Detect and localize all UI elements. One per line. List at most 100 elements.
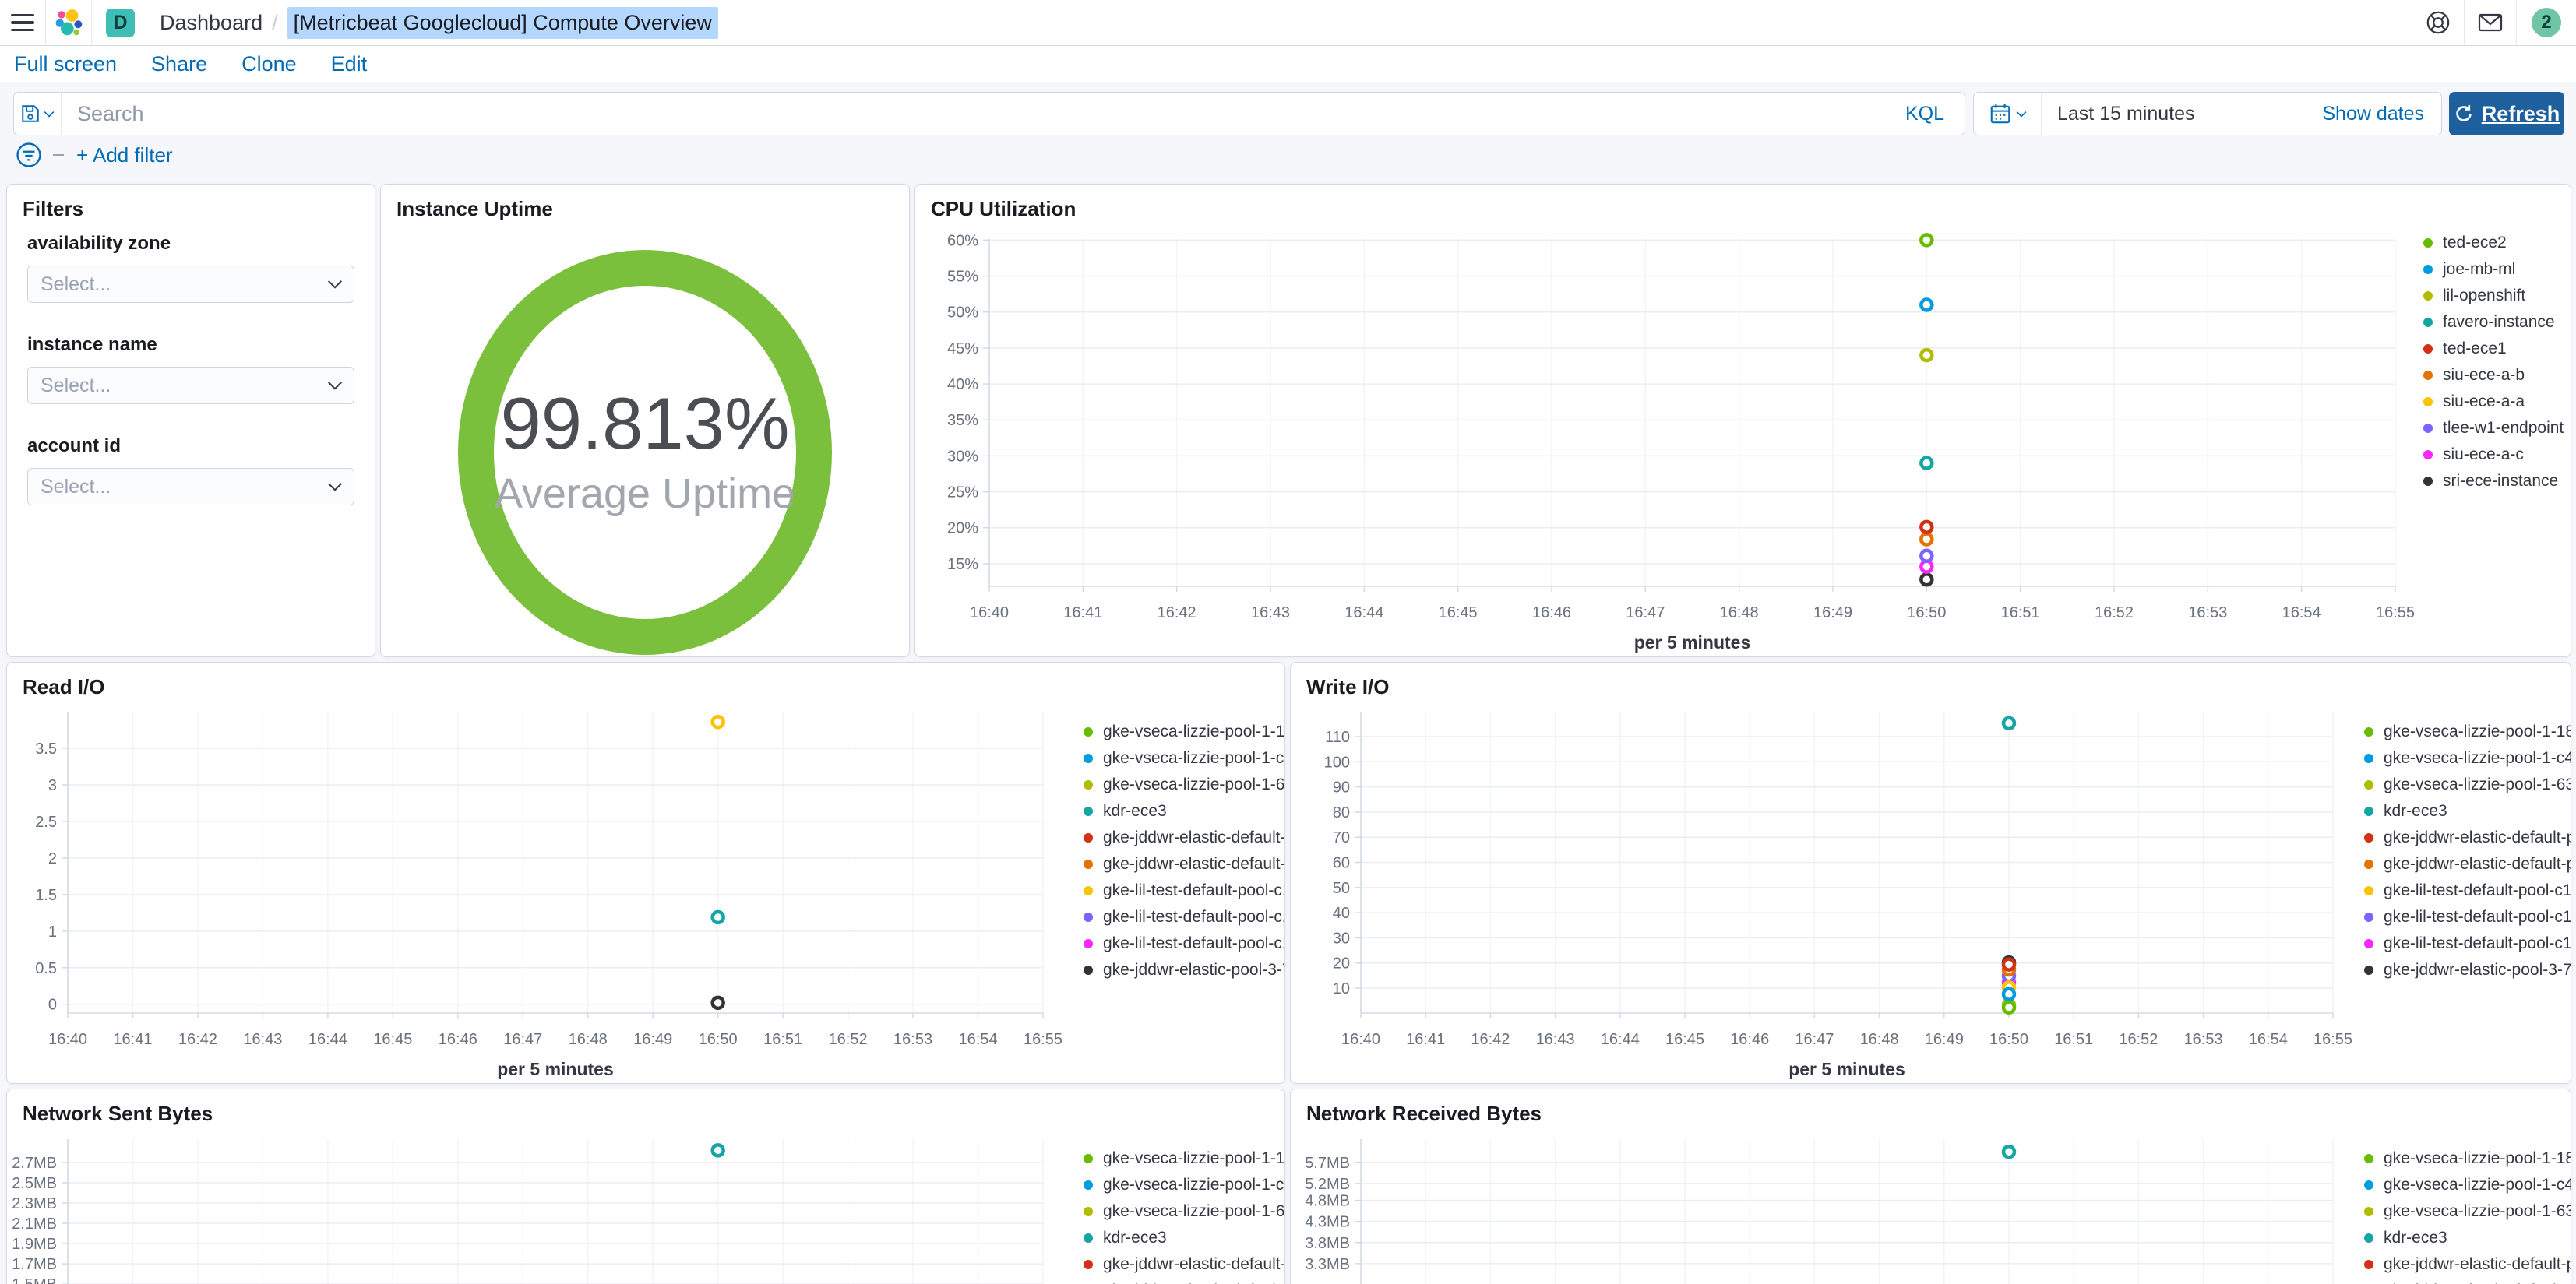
breadcrumb[interactable]: Dashboard: [160, 10, 263, 34]
filters-form: availability zone Select... instance nam…: [27, 233, 354, 536]
legend-color-dot: [1084, 1207, 1093, 1216]
svg-text:1.5: 1.5: [35, 887, 57, 904]
svg-text:1.7MB: 1.7MB: [12, 1256, 57, 1273]
menu-icon[interactable]: [0, 0, 45, 45]
legend-item[interactable]: gke-jddwr-elastic-pool-3-74...: [1084, 961, 1284, 979]
show-dates-button[interactable]: Show dates: [2322, 102, 2424, 125]
legend-item[interactable]: sri-ece-instance: [2423, 472, 2564, 490]
chevron-down-icon: [327, 482, 343, 491]
elastic-logo[interactable]: [46, 0, 91, 45]
legend-item[interactable]: gke-lil-test-default-pool-c1e...: [2364, 908, 2571, 926]
add-filter-button[interactable]: + Add filter: [76, 142, 173, 167]
legend-item-label: kdr-ece3: [2384, 802, 2447, 820]
legend-item[interactable]: gke-jddwr-elastic-pool-3-74...: [2364, 961, 2571, 979]
legend-item-label: gke-jddwr-elastic-pool-3-74...: [1103, 961, 1284, 979]
legend-item[interactable]: lil-openshift: [2423, 287, 2564, 304]
panel-title: Instance Uptime: [396, 197, 553, 220]
chevron-down-icon: [2016, 111, 2026, 118]
legend-item[interactable]: gke-vseca-lizzie-pool-1-c417...: [1084, 1176, 1284, 1194]
space-badge[interactable]: D: [106, 8, 135, 37]
legend-item[interactable]: kdr-ece3: [2364, 1229, 2571, 1247]
legend-item[interactable]: gke-lil-test-default-pool-c1e...: [2364, 881, 2571, 899]
legend-color-dot: [2364, 1154, 2373, 1163]
legend-item[interactable]: ted-ece1: [2423, 339, 2564, 357]
legend-item[interactable]: siu-ece-a-a: [2423, 392, 2564, 410]
legend-item[interactable]: gke-vseca-lizzie-pool-1-c417...: [1084, 749, 1284, 767]
legend-item[interactable]: gke-vseca-lizzie-pool-1-c417...: [2364, 749, 2571, 767]
svg-text:30%: 30%: [947, 448, 978, 465]
notifications-button[interactable]: [2464, 0, 2516, 45]
legend-item[interactable]: gke-jddwr-elastic-default-po...: [2364, 828, 2571, 846]
legend-item[interactable]: gke-vseca-lizzie-pool-1-1877...: [2364, 723, 2571, 740]
legend-item[interactable]: gke-lil-test-default-pool-c1e...: [1084, 934, 1284, 952]
help-button[interactable]: [2412, 0, 2464, 45]
legend-item[interactable]: favero-instance: [2423, 313, 2564, 331]
search-input[interactable]: [62, 92, 1885, 135]
legend-item[interactable]: gke-jddwr-elastic-default-po...: [1084, 1282, 1284, 1284]
filter-settings-icon[interactable]: [16, 142, 42, 168]
legend-item-label: gke-lil-test-default-pool-c1e...: [2384, 881, 2571, 899]
svg-text:40: 40: [1333, 905, 1350, 922]
legend-item[interactable]: gke-jddwr-elastic-default-po...: [2364, 855, 2571, 873]
legend-item-label: gke-jddwr-elastic-pool-3-74...: [2384, 961, 2571, 979]
svg-text:3.5: 3.5: [35, 740, 57, 758]
legend-item[interactable]: joe-mb-ml: [2423, 260, 2564, 278]
legend-item[interactable]: gke-vseca-lizzie-pool-1-c417...: [2364, 1176, 2571, 1194]
legend-color-dot: [2364, 966, 2373, 975]
time-range-value[interactable]: Last 15 minutes: [2057, 102, 2195, 125]
legend-item[interactable]: tlee-w1-endpoint: [2423, 419, 2564, 437]
page-title: [Metricbeat Googlecloud] Compute Overvie…: [287, 6, 718, 39]
chevron-down-icon: [327, 381, 343, 390]
legend-item-label: gke-vseca-lizzie-pool-1-c417...: [1103, 749, 1284, 767]
refresh-button[interactable]: Refresh: [2449, 92, 2564, 135]
legend-item[interactable]: gke-vseca-lizzie-pool-1-630...: [1084, 1202, 1284, 1220]
share-button[interactable]: Share: [151, 51, 208, 76]
legend-item[interactable]: kdr-ece3: [1084, 1229, 1284, 1247]
legend-item[interactable]: gke-jddwr-elastic-default-po...: [2364, 1282, 2571, 1284]
time-picker-menu-button[interactable]: [1974, 93, 2042, 135]
svg-text:16:43: 16:43: [1251, 604, 1290, 621]
full-screen-button[interactable]: Full screen: [14, 51, 118, 76]
svg-text:60: 60: [1333, 855, 1350, 872]
availability-zone-select[interactable]: Select...: [27, 266, 354, 303]
svg-text:16:49: 16:49: [1925, 1031, 1964, 1048]
svg-text:16:46: 16:46: [1532, 604, 1571, 621]
filter-bar: + Add filter: [16, 142, 173, 168]
saved-query-menu-button[interactable]: [13, 92, 62, 135]
legend-item[interactable]: kdr-ece3: [2364, 802, 2571, 820]
legend-item[interactable]: gke-vseca-lizzie-pool-1-630...: [2364, 776, 2571, 793]
filter-field-account-id: account id Select...: [27, 435, 354, 505]
legend-item[interactable]: gke-lil-test-default-pool-c1e...: [1084, 908, 1284, 926]
legend-item[interactable]: gke-jddwr-elastic-default-po...: [1084, 828, 1284, 846]
read-io-chart[interactable]: 16:40 16:41 16:42 16:43 16:44 16:45 16:46 16:47…: [7, 702, 1074, 1079]
legend-item[interactable]: siu-ece-a-b: [2423, 366, 2564, 384]
legend-item[interactable]: gke-vseca-lizzie-pool-1-1877...: [2364, 1149, 2571, 1167]
legend-item[interactable]: gke-vseca-lizzie-pool-1-630...: [2364, 1202, 2571, 1220]
legend-color-dot: [2364, 1180, 2373, 1190]
legend-item[interactable]: gke-vseca-lizzie-pool-1-1877...: [1084, 723, 1284, 740]
edit-button[interactable]: Edit: [330, 51, 368, 76]
legend-item-label: gke-jddwr-elastic-default-po...: [2384, 828, 2571, 846]
legend-item[interactable]: gke-vseca-lizzie-pool-1-1877...: [1084, 1149, 1284, 1167]
legend-item[interactable]: gke-jddwr-elastic-default-po...: [2364, 1255, 2571, 1273]
legend-item[interactable]: gke-vseca-lizzie-pool-1-630...: [1084, 776, 1284, 793]
cpu-utilization-chart[interactable]: 16:40 16:41 16:42 16:43 16:44 16:45 16:46 16:47…: [915, 228, 2415, 653]
user-menu-button[interactable]: 2: [2516, 0, 2576, 45]
clone-button[interactable]: Clone: [241, 51, 297, 76]
legend-item[interactable]: gke-lil-test-default-pool-c1e...: [2364, 934, 2571, 952]
legend-item[interactable]: siu-ece-a-c: [2423, 445, 2564, 463]
network-received-bytes-chart[interactable]: 16:4016:4116:4216:4316:4416:4516:4616:47…: [1291, 1128, 2356, 1284]
network-sent-bytes-chart[interactable]: 16:4016:4116:4216:4316:4416:4516:4616:47…: [7, 1128, 1074, 1284]
legend-item[interactable]: gke-jddwr-elastic-default-po...: [1084, 1255, 1284, 1273]
legend-item[interactable]: gke-lil-test-default-pool-c1e...: [1084, 881, 1284, 899]
write-io-chart[interactable]: 16:40 16:41 16:42 16:43 16:44 16:45 16:46 16:47…: [1291, 702, 2356, 1079]
svg-text:0: 0: [48, 997, 57, 1014]
legend-item[interactable]: ted-ece2: [2423, 234, 2564, 252]
svg-text:16:47: 16:47: [1626, 604, 1665, 621]
query-language-button[interactable]: KQL: [1905, 102, 1944, 125]
instance-name-select[interactable]: Select...: [27, 367, 354, 404]
account-id-select[interactable]: Select...: [27, 468, 354, 505]
legend-item[interactable]: gke-jddwr-elastic-default-po...: [1084, 855, 1284, 873]
chart-legend: gke-vseca-lizzie-pool-1-1877... gke-vseca…: [1084, 723, 1284, 979]
legend-item[interactable]: kdr-ece3: [1084, 802, 1284, 820]
